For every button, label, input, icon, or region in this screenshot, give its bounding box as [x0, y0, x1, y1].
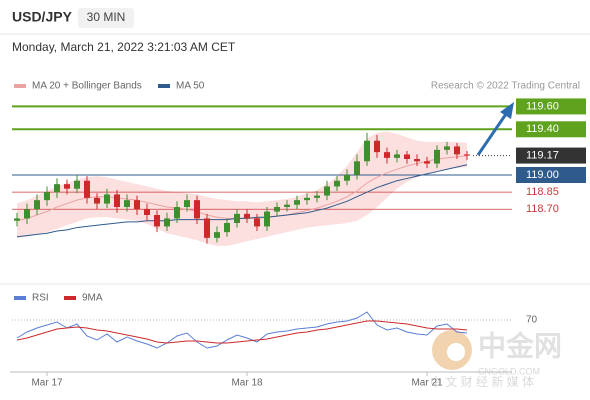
level-box [516, 121, 586, 138]
candle-body [144, 209, 150, 215]
candle-body [204, 218, 210, 238]
candle-body [114, 194, 120, 207]
subtitle: Monday, March 21, 2022 3:21:03 AM CET [12, 40, 236, 54]
legend-label: MA 20 + Bollinger Bands [32, 81, 142, 92]
interval: 30 MIN [87, 10, 126, 24]
candle-body [384, 152, 390, 158]
candle-body [214, 232, 220, 238]
candle-body [184, 200, 190, 207]
legend-label: 9MA [82, 293, 103, 304]
legend-label: MA 50 [176, 81, 205, 92]
candle-body [264, 211, 270, 227]
level-label: 118.70 [526, 203, 559, 215]
watermark-site: CNGOLD.COM [478, 366, 540, 376]
candle-body [224, 223, 230, 233]
candle-body [34, 200, 40, 210]
candle-body [174, 207, 180, 219]
candle-body [104, 194, 110, 204]
candle-body [334, 180, 340, 187]
line [16, 320, 468, 344]
candle-body [154, 215, 160, 227]
legend-swatch [14, 296, 26, 300]
candle-body [414, 159, 420, 162]
candle-body [344, 175, 350, 181]
level-label: 119.17 [526, 149, 559, 161]
arrow-head [500, 102, 514, 119]
credit: Research © 2022 Trading Central [431, 81, 580, 92]
candle-body [374, 140, 380, 153]
bollinger-band [17, 131, 467, 246]
chart-title: USD/JPY [12, 9, 73, 25]
candle-body [304, 197, 310, 201]
candle-body [454, 146, 460, 155]
candle-body [434, 149, 440, 164]
arrow-shaft [476, 113, 508, 156]
rsi-tick-label: 70 [526, 315, 538, 326]
level-box [516, 98, 586, 115]
candle-body [74, 180, 80, 189]
interval-box [78, 8, 134, 28]
candle-body [324, 186, 330, 196]
candle-body [404, 154, 410, 159]
candle-body [54, 184, 60, 193]
candle-body [24, 209, 30, 219]
candle-body [284, 204, 290, 207]
candle-body [134, 200, 140, 210]
candle-body [164, 218, 170, 227]
legend-swatch [14, 84, 26, 88]
watermark-text: 中金网 [478, 329, 562, 361]
level-label: 119.00 [526, 169, 559, 181]
candle-body [354, 161, 360, 175]
legend-label: RSI [32, 293, 49, 304]
candle-body [244, 213, 250, 219]
candle-body [14, 218, 20, 221]
watermark-tagline: 中 文 财 经 新 媒 体 [430, 374, 534, 389]
candle-body [124, 200, 130, 207]
candle-body [464, 154, 470, 156]
watermark: 中金网 CNGOLD.COM 中 文 财 经 新 媒 体 [430, 329, 562, 389]
line [16, 164, 468, 238]
candle-body [194, 200, 200, 219]
forecast-arrow [476, 102, 514, 156]
candle-body [394, 154, 400, 158]
level-box [516, 167, 586, 183]
legend-swatch [158, 84, 170, 88]
candle-body [444, 146, 450, 150]
x-tick-label: Mar 21 [411, 378, 443, 389]
candle-body [294, 200, 300, 205]
candle-body [44, 192, 50, 201]
candle-body [84, 180, 90, 198]
level-box [516, 147, 586, 164]
candle-body [314, 195, 320, 198]
candle-body [234, 213, 240, 223]
x-tick-label: Mar 17 [31, 378, 63, 389]
watermark-logo [447, 343, 465, 361]
line [16, 311, 468, 349]
candle-body [254, 218, 260, 227]
level-label: 119.60 [526, 100, 559, 112]
candle-body [274, 207, 280, 212]
plot: MA 20 + Bollinger Bands MA 50 RSI 9MA 119.60… [12, 81, 586, 389]
candle-body [94, 197, 100, 204]
candle-body [364, 140, 370, 162]
candle-body [424, 161, 430, 164]
candle-body [64, 184, 70, 189]
x-tick-label: Mar 18 [231, 378, 263, 389]
legend-swatch [64, 296, 76, 300]
level-label: 118.85 [526, 186, 559, 198]
level-label: 119.40 [526, 123, 559, 135]
